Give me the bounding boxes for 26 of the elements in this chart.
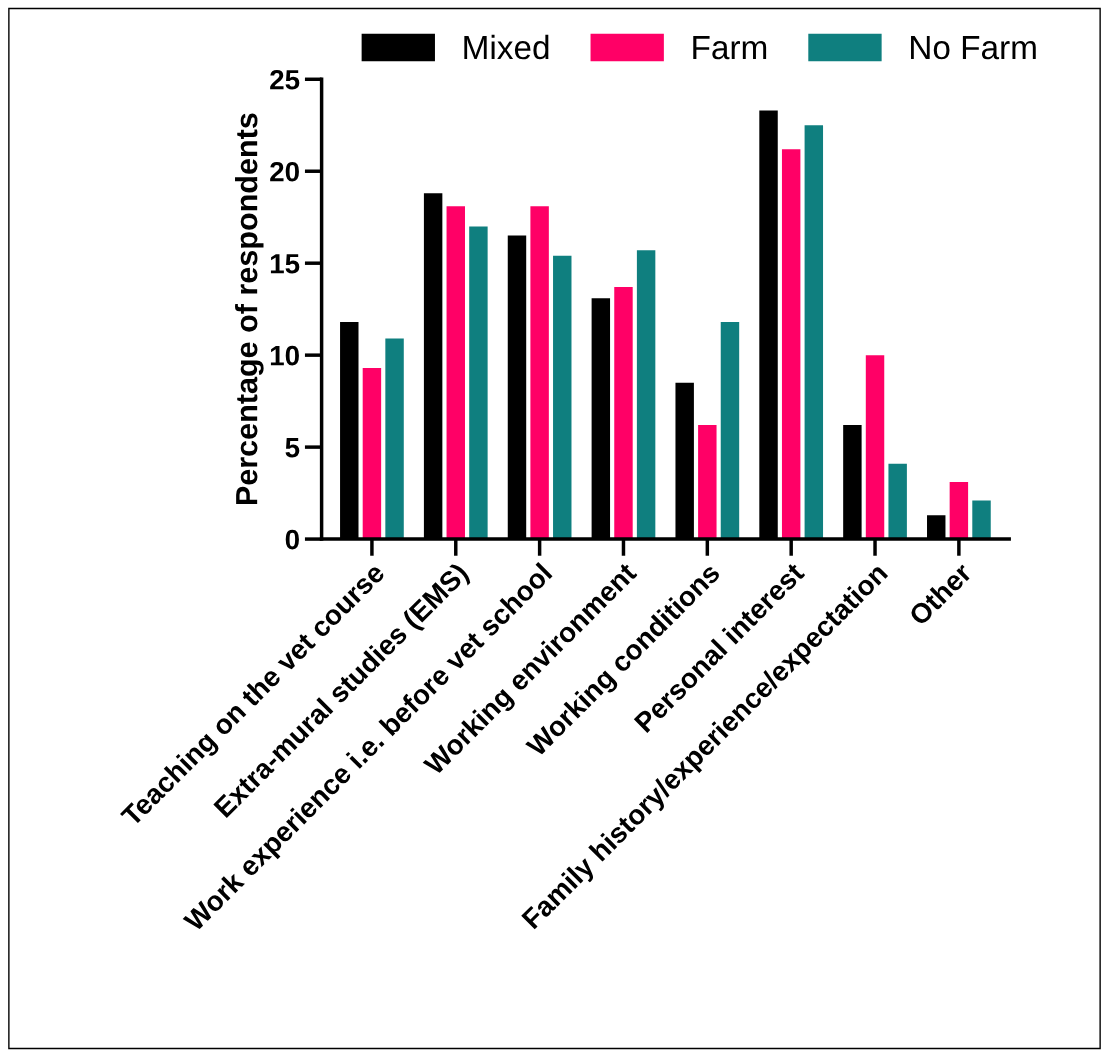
bar	[636, 250, 656, 540]
y-axis-title: Percentage of respondents	[235, 113, 264, 505]
bar	[781, 149, 801, 540]
bar	[530, 206, 549, 540]
y-tick-label: 10	[270, 345, 299, 366]
bar	[446, 206, 465, 540]
legend-label: Farm	[693, 36, 767, 60]
y-tick-label: 0	[285, 529, 299, 550]
bar	[972, 500, 991, 540]
bar	[888, 463, 907, 540]
y-tick-label: 20	[270, 161, 299, 182]
bar	[362, 368, 382, 540]
legend-label: Mixed	[464, 34, 549, 60]
bar	[385, 338, 404, 540]
bar	[865, 355, 885, 540]
bar	[614, 287, 633, 540]
y-tick-label: 25	[270, 69, 300, 90]
bar	[698, 425, 717, 540]
y-tick-label: 15	[270, 254, 300, 274]
legend-label: No Farm	[911, 36, 1036, 60]
bar	[949, 482, 969, 540]
bar	[553, 255, 572, 540]
bar	[720, 322, 740, 540]
bar	[804, 125, 824, 540]
y-tick-label: 5	[285, 438, 300, 458]
bar	[469, 226, 488, 540]
